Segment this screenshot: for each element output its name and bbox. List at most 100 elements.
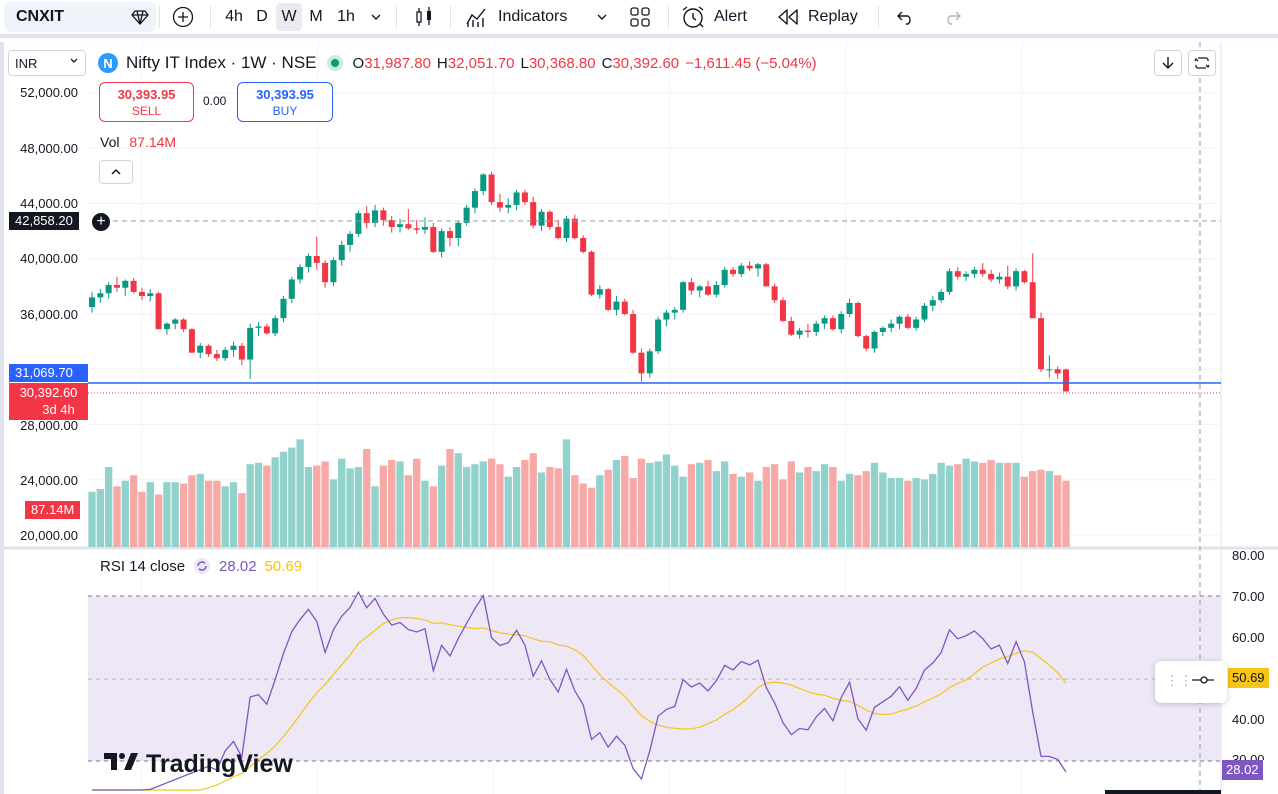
candle-body — [1029, 282, 1036, 319]
sell-button[interactable]: 30,393.95 SELL — [99, 82, 194, 122]
indicators-button[interactable]: Indicators — [464, 3, 584, 31]
symbol-search-button[interactable]: CNXIT — [4, 2, 156, 32]
rsi-value: 28.02 — [219, 557, 257, 575]
price-tick: 20,000.00 — [20, 528, 78, 543]
tradingview-logo[interactable]: TradingView — [104, 750, 293, 779]
download-arrow-icon[interactable] — [1154, 50, 1182, 76]
volume-value-tag: 87.14M — [25, 501, 81, 519]
price-tick: 40,000.00 — [20, 251, 78, 266]
fullscreen-icon[interactable] — [1188, 50, 1216, 76]
candle-body — [1054, 369, 1061, 374]
candle-body — [338, 244, 345, 261]
candles-chart-type-icon[interactable] — [408, 3, 440, 31]
candle-body — [854, 302, 861, 337]
interval-1h[interactable]: 1h — [332, 3, 360, 31]
diamond-icon[interactable] — [126, 3, 154, 31]
buy-button[interactable]: 30,393.95 BUY — [237, 82, 333, 122]
interval-m[interactable]: M — [304, 3, 328, 31]
market-status-icon[interactable] — [326, 55, 343, 71]
price-chart-canvas[interactable] — [0, 42, 1278, 794]
candle-body — [938, 291, 945, 301]
volume-bar — [662, 454, 671, 547]
volume-bar — [263, 465, 271, 547]
sell-label: SELL — [131, 104, 162, 118]
interval-label: W — [281, 8, 297, 25]
volume-bar — [604, 469, 612, 547]
candle-body — [871, 331, 878, 349]
candle-body — [446, 231, 453, 239]
top-toolbar: CNXIT 4h D W M 1h Indicators Alert Repla… — [0, 0, 1278, 38]
replay-button[interactable]: Replay — [776, 3, 868, 31]
redo-icon[interactable] — [938, 3, 966, 31]
candle-body — [588, 251, 595, 295]
interval-d[interactable]: D — [250, 3, 274, 31]
candle-body — [896, 316, 903, 324]
volume-bar — [579, 483, 587, 547]
candle-body — [996, 276, 1003, 280]
volume-bar — [179, 483, 188, 547]
interval-label: 4h — [225, 8, 243, 25]
slider-knob-icon[interactable] — [1191, 673, 1215, 689]
candle-body — [272, 318, 279, 334]
volume-legend[interactable]: Vol 87.14M — [100, 134, 176, 150]
candle-body — [155, 293, 162, 330]
symbol-legend[interactable]: N Nifty IT Index · 1W · NSE O31,987.80 H… — [98, 51, 817, 75]
volume-bar — [1054, 475, 1062, 547]
ohlc-high-value: 32,051.70 — [447, 54, 515, 72]
candle-body — [521, 192, 528, 203]
drag-handle-icon[interactable]: ⋮⋮ — [1165, 672, 1193, 688]
volume-bar — [454, 453, 462, 547]
spread-value: 0.00 — [203, 94, 227, 108]
candle-body — [613, 301, 620, 310]
volume-bar — [321, 461, 329, 547]
volume-bar — [596, 475, 604, 547]
chart-area[interactable] — [0, 42, 1278, 794]
volume-bar — [737, 476, 745, 547]
candle-body — [305, 255, 312, 268]
candle-body — [363, 213, 370, 223]
candle-body — [297, 267, 304, 280]
rsi-value-badge: 28.02 — [1222, 760, 1263, 780]
volume-bar — [870, 462, 879, 547]
candle-body — [763, 264, 770, 287]
volume-bar — [487, 458, 496, 547]
volume-bar — [529, 453, 537, 547]
volume-bar — [762, 466, 770, 547]
volume-bar — [654, 461, 662, 547]
volume-bar — [646, 462, 654, 547]
indicators-chevron-icon[interactable] — [590, 3, 614, 31]
add-alert-plus-icon[interactable]: + — [91, 212, 111, 232]
volume-bar — [204, 480, 213, 547]
symbol-title: Nifty IT Index · 1W · NSE — [126, 53, 317, 72]
compare-plus-icon[interactable] — [168, 3, 198, 31]
candle-body — [929, 300, 936, 306]
pane-scale-widget[interactable]: ⋮⋮ — [1155, 661, 1227, 703]
candle-body — [879, 327, 886, 332]
volume-bar — [329, 479, 338, 547]
currency-selector[interactable]: INR — [8, 50, 86, 76]
candle-body — [538, 211, 545, 226]
candle-body — [1046, 369, 1053, 371]
candle-body — [913, 319, 920, 328]
ohlc-high-label: H — [436, 54, 448, 72]
interval-dropdown-chevron-icon[interactable] — [364, 3, 388, 31]
candle-body — [322, 262, 329, 283]
interval-4h[interactable]: 4h — [220, 3, 248, 31]
rsi-legend[interactable]: RSI 14 close 28.02 50.69 — [100, 557, 302, 575]
volume-bar — [213, 480, 221, 547]
crosshair-price-tag: 42,858.20 — [9, 212, 79, 230]
layout-grid-icon[interactable] — [624, 3, 656, 31]
interval-w[interactable]: W — [276, 3, 302, 31]
alert-button[interactable]: Alert — [680, 3, 762, 31]
collapse-legend-button[interactable] — [99, 160, 133, 184]
candle-body — [105, 284, 112, 294]
volume-bar — [1004, 462, 1012, 547]
volume-bar — [929, 473, 937, 547]
volume-bar — [671, 465, 679, 547]
price-tick: 24,000.00 — [20, 473, 78, 488]
undo-icon[interactable] — [892, 3, 920, 31]
volume-bar — [146, 482, 154, 547]
volume-bar — [138, 491, 146, 547]
volume-bar — [171, 482, 179, 547]
volume-bar — [954, 464, 962, 547]
